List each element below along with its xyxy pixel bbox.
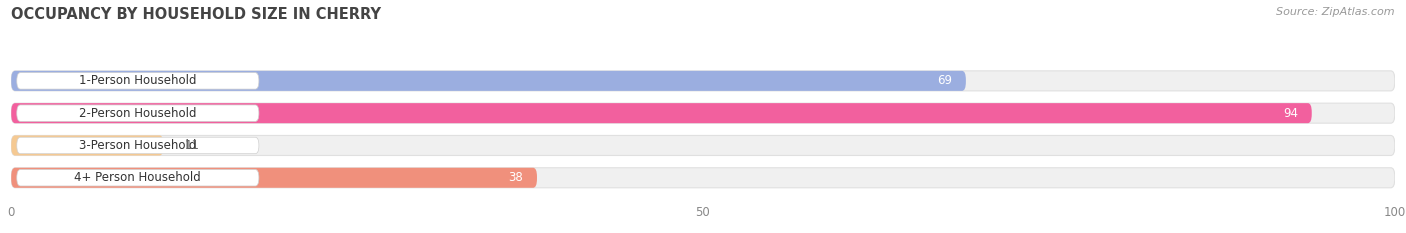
FancyBboxPatch shape (17, 170, 259, 186)
Text: 11: 11 (184, 139, 200, 152)
FancyBboxPatch shape (11, 103, 1395, 123)
FancyBboxPatch shape (11, 168, 537, 188)
Text: 4+ Person Household: 4+ Person Household (75, 171, 201, 184)
Text: 94: 94 (1282, 107, 1298, 120)
FancyBboxPatch shape (11, 71, 966, 91)
FancyBboxPatch shape (11, 135, 163, 155)
Text: 1-Person Household: 1-Person Household (79, 74, 197, 87)
FancyBboxPatch shape (11, 135, 1395, 155)
FancyBboxPatch shape (11, 71, 1395, 91)
Text: 3-Person Household: 3-Person Household (79, 139, 197, 152)
FancyBboxPatch shape (17, 73, 259, 89)
Text: 69: 69 (936, 74, 952, 87)
Text: 2-Person Household: 2-Person Household (79, 107, 197, 120)
Text: OCCUPANCY BY HOUSEHOLD SIZE IN CHERRY: OCCUPANCY BY HOUSEHOLD SIZE IN CHERRY (11, 7, 381, 22)
FancyBboxPatch shape (11, 103, 1312, 123)
FancyBboxPatch shape (17, 105, 259, 121)
FancyBboxPatch shape (11, 168, 1395, 188)
FancyBboxPatch shape (17, 137, 259, 154)
Text: Source: ZipAtlas.com: Source: ZipAtlas.com (1277, 7, 1395, 17)
Text: 38: 38 (509, 171, 523, 184)
